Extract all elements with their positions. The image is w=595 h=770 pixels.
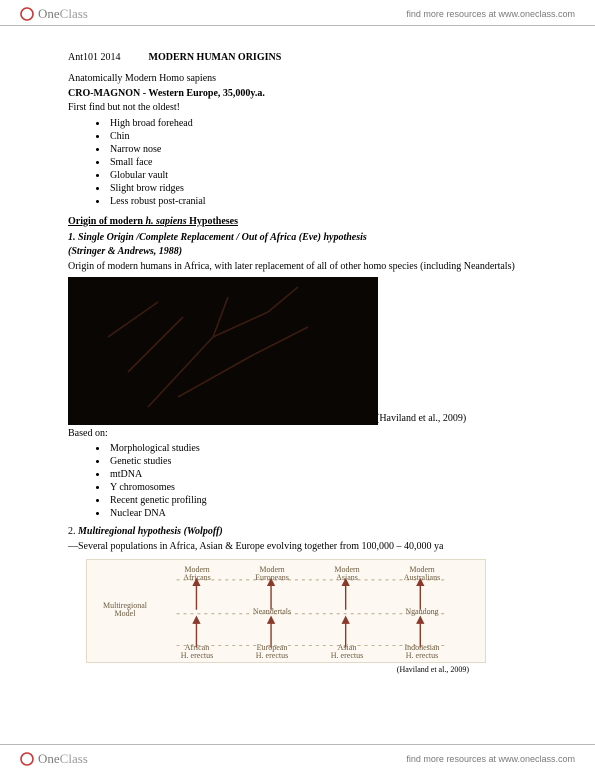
brand-logo: OneClass	[20, 751, 88, 767]
hypothesis-1-body: Origin of modern humans in Africa, with …	[68, 261, 527, 274]
cro-magnon-label: CRO-MAGNON	[68, 88, 140, 99]
hypothesis-2-body: —Several populations in Africa, Asian & …	[68, 541, 527, 554]
cro-magnon-detail: - Western Europe, 35,000y.a.	[140, 88, 265, 99]
hyp-author: (Wolpoff)	[184, 526, 223, 537]
list-item: Chin	[108, 130, 527, 143]
list-item: Nuclear DNA	[108, 507, 527, 520]
hypothesis-1-title: 1. Single Origin /Complete Replacement /…	[68, 232, 527, 245]
section-heading-italic: h. sapiens	[146, 216, 187, 227]
list-item: Narrow nose	[108, 143, 527, 156]
list-item: High broad forehead	[108, 117, 527, 130]
figure-2-multiregional: ModernAfricansAfricanH. erectusModernEur…	[86, 559, 486, 663]
list-item: Genetic studies	[108, 455, 527, 468]
list-item: Morphological studies	[108, 442, 527, 455]
brand-class: Class	[60, 751, 88, 767]
section-heading: Origin of modern h. sapiens Hypotheses	[68, 216, 527, 227]
based-on-label: Based on:	[68, 428, 527, 441]
list-item: Small face	[108, 156, 527, 169]
section-heading-part: Origin of modern	[68, 216, 146, 227]
logo-icon	[20, 7, 34, 21]
footer-bar: OneClass find more resources at www.onec…	[0, 744, 595, 770]
logo-icon	[20, 752, 34, 766]
course-code: Ant101 2014	[68, 52, 121, 63]
page-title: MODERN HUMAN ORIGINS	[149, 52, 282, 63]
page-content: Ant101 2014 MODERN HUMAN ORIGINS Anatomi…	[0, 26, 595, 684]
paragraph: Anatomically Modern Homo sapiens	[68, 73, 527, 86]
header-bar: OneClass find more resources at www.onec…	[0, 0, 595, 26]
hypothesis-1-ref: (Stringer & Andrews, 1988)	[68, 246, 527, 259]
features-list: High broad forehead Chin Narrow nose Sma…	[108, 117, 527, 208]
section-heading-part: Hypotheses	[187, 216, 238, 227]
hyp-title: Multiregional hypothesis	[76, 526, 184, 537]
hyp-num: 1.	[68, 232, 76, 243]
title-row: Ant101 2014 MODERN HUMAN ORIGINS	[68, 52, 527, 63]
list-item: Globular vault	[108, 169, 527, 182]
brand-one: One	[38, 6, 60, 22]
brand-class: Class	[60, 6, 88, 22]
hypothesis-2-title: 2. Multiregional hypothesis (Wolpoff)	[68, 526, 527, 539]
figure-1-svg	[68, 277, 378, 425]
list-item: Y chromosomes	[108, 481, 527, 494]
paragraph: CRO-MAGNON - Western Europe, 35,000y.a.	[68, 88, 527, 101]
list-item: Recent genetic profiling	[108, 494, 527, 507]
list-item: mtDNA	[108, 468, 527, 481]
list-item: Less robust post-cranial	[108, 195, 527, 208]
figure-1-tree	[68, 277, 378, 425]
brand-one: One	[38, 751, 60, 767]
hyp-title: Single Origin /Complete Replacement / Ou…	[76, 232, 367, 243]
hyp-num: 2.	[68, 526, 76, 537]
footer-tagline: find more resources at www.oneclass.com	[406, 754, 575, 764]
figure-2-caption: (Haviland et al., 2009)	[68, 665, 469, 674]
list-item: Slight brow ridges	[108, 182, 527, 195]
paragraph: First find but not the oldest!	[68, 102, 527, 115]
header-tagline: find more resources at www.oneclass.com	[406, 9, 575, 19]
based-on-list: Morphological studies Genetic studies mt…	[108, 442, 527, 520]
brand-logo: OneClass	[20, 6, 88, 22]
figure-1-caption: (Haviland et al., 2009)	[376, 413, 527, 426]
